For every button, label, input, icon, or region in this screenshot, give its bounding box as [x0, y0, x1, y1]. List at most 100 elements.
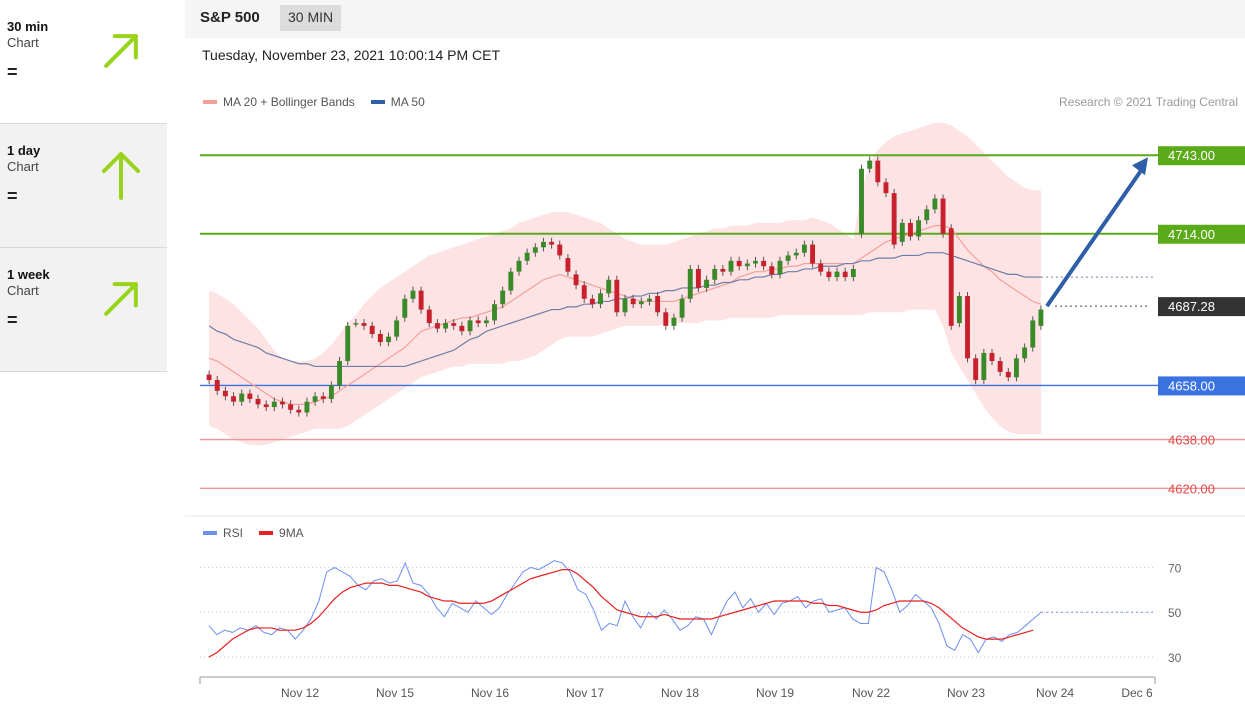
timeframe-badge[interactable]: 30 MIN	[280, 5, 342, 31]
candle-body	[671, 317, 677, 326]
level-label: 4714.00	[1168, 227, 1215, 242]
candle-body	[214, 380, 220, 391]
timeframe-status: =	[7, 62, 18, 82]
candle-body	[206, 374, 212, 380]
candle-body	[907, 222, 913, 237]
candle-body	[320, 396, 326, 399]
level-label-bg	[1158, 376, 1245, 396]
target-arrow-icon	[1045, 168, 1144, 308]
rsi-legend: RSI 9MA	[203, 526, 320, 540]
timeframe-subtitle: Chart	[7, 283, 39, 298]
candle-body	[255, 398, 261, 405]
candle-body	[541, 241, 546, 248]
candle-body	[353, 323, 359, 325]
candle-body	[524, 252, 530, 261]
candle-body	[304, 401, 310, 413]
candle-body	[369, 325, 375, 334]
candle-body	[1014, 358, 1019, 378]
candle-body	[312, 396, 318, 402]
timeframe-title: 1 day	[7, 143, 41, 158]
candle-body	[557, 244, 563, 256]
level-label-bg	[1158, 146, 1245, 166]
timeframe-card-1day[interactable]: 1 day Chart =	[0, 124, 167, 248]
timeframe-card-1week[interactable]: 1 week Chart =	[0, 248, 167, 372]
candle-body	[679, 298, 685, 318]
candle-body	[720, 268, 726, 272]
candle-body	[883, 182, 889, 194]
candle-body	[1038, 309, 1044, 326]
candle-body	[1005, 371, 1011, 378]
x-tick-label: Nov 17	[566, 686, 604, 700]
candle-body	[916, 220, 922, 237]
legend-rsi: RSI	[223, 526, 244, 540]
candle-body	[956, 296, 962, 324]
candle-body	[948, 228, 954, 326]
timeframe-title: 30 min	[7, 19, 49, 34]
candle-body	[231, 396, 236, 402]
candle-body	[614, 279, 620, 313]
candle-body	[581, 285, 587, 299]
candle-body	[573, 274, 579, 286]
candle-body	[426, 309, 432, 324]
x-tick-label: Nov 18	[661, 686, 699, 700]
up-arrow-icon	[102, 152, 140, 200]
candle-body	[899, 222, 905, 242]
candle-body	[777, 260, 783, 275]
candle-body	[222, 390, 228, 397]
rsi-ma-line	[208, 569, 1034, 658]
candle-body	[761, 260, 767, 267]
candle-body	[655, 296, 661, 313]
candle-body	[638, 301, 644, 305]
chart-datetime: Tuesday, November 23, 2021 10:00:14 PM C…	[202, 47, 501, 63]
candle-body	[728, 260, 734, 272]
timeframe-card-30min[interactable]: 30 min Chart =	[0, 0, 167, 124]
candle-body	[345, 325, 351, 362]
candle-body	[834, 271, 840, 278]
candle-body	[744, 263, 750, 267]
level-label: 4620.00	[1168, 481, 1215, 496]
candle-body	[443, 323, 449, 329]
candle-body	[475, 320, 481, 324]
candle-body	[736, 260, 742, 267]
candle-body	[859, 168, 864, 234]
candle-body	[516, 260, 522, 272]
candle-body	[989, 352, 995, 362]
candle-body	[867, 160, 873, 169]
rsi-ma-swatch	[259, 531, 274, 535]
candle-body	[695, 268, 701, 288]
candle-body	[973, 358, 979, 380]
candle-body	[394, 320, 400, 337]
x-tick-label: Nov 24	[1036, 686, 1074, 700]
candle-body	[606, 279, 612, 294]
candle-body	[328, 385, 334, 399]
timeframe-title: 1 week	[7, 267, 50, 282]
up-right-arrow-icon	[104, 282, 138, 316]
level-label-bg	[1158, 224, 1245, 244]
candle-body	[459, 325, 465, 332]
chart-header: S&P 500 30 MIN	[185, 0, 1245, 38]
price-chart[interactable]: 4743.00 4714.00 4687.28 4658.00 4638.00 4620.…	[185, 0, 1245, 709]
level-label-bg	[1158, 297, 1245, 317]
candle-body	[753, 260, 758, 264]
x-tick-label: Nov 22	[852, 686, 890, 700]
candle-body	[965, 296, 970, 359]
timeframe-status: =	[7, 186, 18, 206]
up-right-arrow-icon	[104, 34, 138, 68]
candle-body	[630, 298, 636, 305]
candle-body	[386, 336, 391, 343]
candle-body	[785, 255, 791, 261]
rsi-level-label: 30	[1168, 651, 1182, 665]
candle-body	[793, 252, 799, 256]
candle-body	[549, 241, 555, 245]
legend-ma20: MA 20 + Bollinger Bands	[223, 95, 355, 109]
candle-body	[296, 409, 302, 413]
candle-body	[1030, 320, 1036, 348]
candle-body	[891, 193, 897, 245]
candle-body	[842, 271, 848, 278]
target-arrowhead	[1132, 157, 1148, 176]
x-tick-label: Nov 15	[376, 686, 414, 700]
candle-body	[704, 279, 709, 288]
candle-body	[508, 271, 514, 291]
candle-body	[924, 209, 930, 221]
candle-body	[532, 247, 538, 253]
